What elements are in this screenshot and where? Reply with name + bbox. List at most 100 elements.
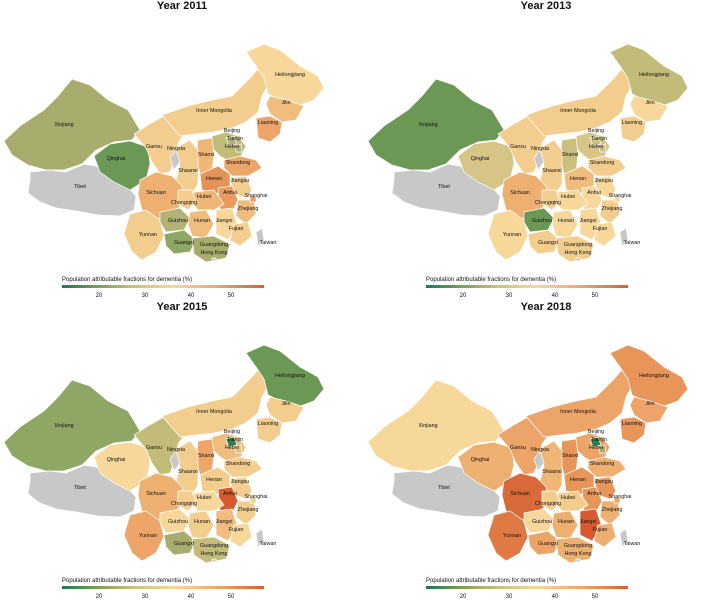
panel-title: Year 2018	[520, 301, 572, 313]
province-ningxia	[533, 149, 545, 171]
province-jilin	[629, 95, 669, 123]
province-shaanxi	[539, 139, 563, 195]
province-zhejiang	[235, 500, 257, 526]
province-chongqing	[177, 189, 197, 211]
province-label: Sichuan	[510, 190, 529, 196]
province-label: Sichuan	[510, 491, 529, 497]
province-taiwan	[619, 528, 629, 548]
legend-tick-mark	[191, 288, 192, 291]
province-label: Beijing	[224, 128, 240, 134]
province-guangxi	[527, 530, 561, 556]
province-label: Beijing	[588, 128, 604, 134]
legend-tick-mark	[231, 589, 232, 592]
province-liaoning	[619, 115, 647, 143]
province-label: Guizhou	[168, 519, 188, 525]
province-label: Fujian	[593, 226, 608, 232]
province-label: Shanghai	[609, 193, 632, 199]
legend-tick-label: 30	[505, 293, 513, 299]
province-label: Yunnan	[503, 533, 521, 539]
province-label: Shandong	[590, 461, 615, 467]
province-label: Shanghai	[245, 494, 268, 500]
province-label: Inner Mongolia	[560, 108, 596, 114]
province-label: Shaanxi	[542, 168, 561, 174]
legend-title: Population attributable fractions for de…	[62, 578, 193, 584]
province-shandong	[587, 456, 627, 478]
province-label: Hubei	[197, 194, 211, 200]
province-label: Fujian	[593, 527, 608, 533]
province-label: Shanghai	[609, 494, 632, 500]
province-label: Henan	[570, 477, 586, 483]
legend-tick-mark	[595, 589, 596, 592]
province-label: Fujian	[229, 226, 244, 232]
legend-tick-mark	[555, 589, 556, 592]
legend-tick-label: 30	[141, 293, 149, 299]
province-label: Henan	[570, 176, 586, 182]
province-label: Qinghai	[107, 156, 126, 162]
legend-tick-mark	[509, 589, 510, 592]
panel-title: Year 2013	[520, 0, 572, 12]
province-label: Liaoning	[258, 421, 278, 427]
province-label: Henan	[206, 477, 222, 483]
province-tianjin	[598, 444, 607, 454]
province-label: Henan	[206, 176, 222, 182]
province-label: Jilin	[645, 401, 654, 407]
province-label: Chongqing	[171, 200, 197, 206]
province-label: Sichuan	[146, 190, 165, 196]
legend-colorbar	[426, 285, 628, 288]
province-tianjin	[234, 444, 243, 454]
province-label: Tibet	[438, 184, 450, 190]
legend-tick-mark	[595, 288, 596, 291]
legend-tick-mark	[463, 288, 464, 291]
province-label: Zhejiang	[238, 206, 259, 212]
province-label: Jilin	[645, 100, 654, 106]
province-label: Hunan	[194, 218, 210, 224]
province-label: Jiangsu	[231, 479, 250, 485]
province-label: Taiwan	[624, 541, 641, 547]
province-beijing	[225, 436, 238, 448]
province-label: Hunan	[194, 519, 210, 525]
china-map: Xinjiang Tibet Qinghai Gansu Ningxia Inner Mo…	[3, 344, 325, 565]
province-yunnan	[487, 510, 529, 562]
province-fujian	[593, 221, 617, 247]
province-yunnan	[123, 209, 165, 261]
panel-title: Year 2011	[156, 0, 208, 12]
province-label: Shanxi	[198, 152, 214, 158]
province-ningxia	[169, 450, 181, 472]
province-label: Chongqing	[171, 501, 197, 507]
province-qinghai	[457, 140, 515, 191]
province-label: Liaoning	[258, 120, 278, 126]
province-label: Hebei	[589, 445, 603, 451]
province-heilongjiang	[245, 344, 325, 408]
province-shanghai	[613, 195, 621, 203]
china-map: Xinjiang Tibet Qinghai Gansu Ningxia Inner Mo…	[367, 344, 689, 565]
province-label: Guangxi	[174, 240, 194, 246]
province-label: Taiwan	[260, 541, 277, 547]
province-guangdong	[555, 536, 595, 564]
province-taiwan	[619, 227, 629, 247]
province-label: Hubei	[561, 495, 575, 501]
province-label: Yunnan	[139, 232, 157, 238]
province-label: Hebei	[589, 144, 603, 150]
province-label: Jiangxi	[580, 218, 597, 224]
province-label: Jilin	[281, 100, 290, 106]
province-label: Guizhou	[168, 218, 188, 224]
legend-tick-mark	[99, 589, 100, 592]
province-qinghai	[93, 441, 151, 492]
province-label: Shanxi	[198, 453, 214, 459]
province-label: Zhejiang	[602, 206, 623, 212]
province-taiwan	[255, 227, 265, 247]
legend-tick-label: 20	[95, 594, 103, 600]
province-label: Jiangxi	[580, 519, 597, 525]
province-hunan	[187, 209, 215, 239]
province-label: Beijing	[224, 429, 240, 435]
map-panel: Year 2015 Xinjiang Tibet Qinghai Gansu Ningx…	[0, 301, 364, 602]
panel-title: Year 2015	[156, 301, 208, 313]
province-hong-kong	[211, 257, 217, 262]
province-yunnan	[487, 209, 529, 261]
province-label: Inner Mongolia	[560, 409, 596, 415]
province-label: Jiangsu	[595, 178, 614, 184]
legend-tick-mark	[555, 288, 556, 291]
province-label: Heilongjiang	[275, 72, 305, 78]
province-label: Jiangsu	[595, 479, 614, 485]
legend-tick-mark	[191, 589, 192, 592]
